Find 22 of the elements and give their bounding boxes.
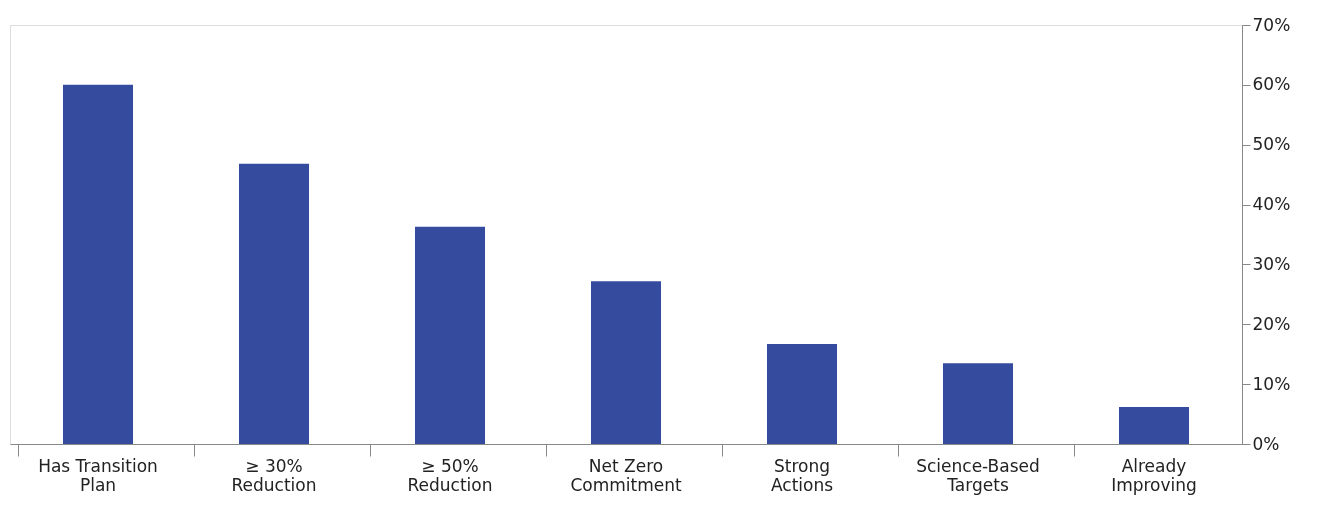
bar [1119, 406, 1189, 444]
y-tick-label: 40% [1252, 194, 1291, 215]
y-tick-label: 10% [1252, 373, 1291, 394]
bar [943, 363, 1013, 444]
y-tick-label: 60% [1252, 74, 1291, 95]
x-tick-label: ≥ 30% Reduction [231, 455, 317, 495]
y-tick-label: 0% [1252, 433, 1280, 454]
y-tick-label: 20% [1252, 313, 1291, 334]
x-tick-label: Strong Actions [770, 455, 834, 495]
bar [415, 226, 485, 444]
x-tick-label: Science-Based Targets [916, 455, 1040, 495]
x-tick-label: Net Zero Commitment [570, 455, 682, 495]
bar [767, 344, 837, 444]
y-tick-label: 30% [1252, 253, 1291, 274]
bar [239, 163, 309, 444]
x-tick-label: Has Transition Plan [38, 455, 158, 495]
x-tick-label: ≥ 50% Reduction [407, 455, 493, 495]
y-tick-label: 70% [1252, 14, 1291, 35]
x-tick-label: Already Improving [1111, 455, 1197, 495]
bar [63, 84, 133, 444]
bar [591, 281, 661, 444]
y-tick-label: 50% [1252, 134, 1291, 155]
